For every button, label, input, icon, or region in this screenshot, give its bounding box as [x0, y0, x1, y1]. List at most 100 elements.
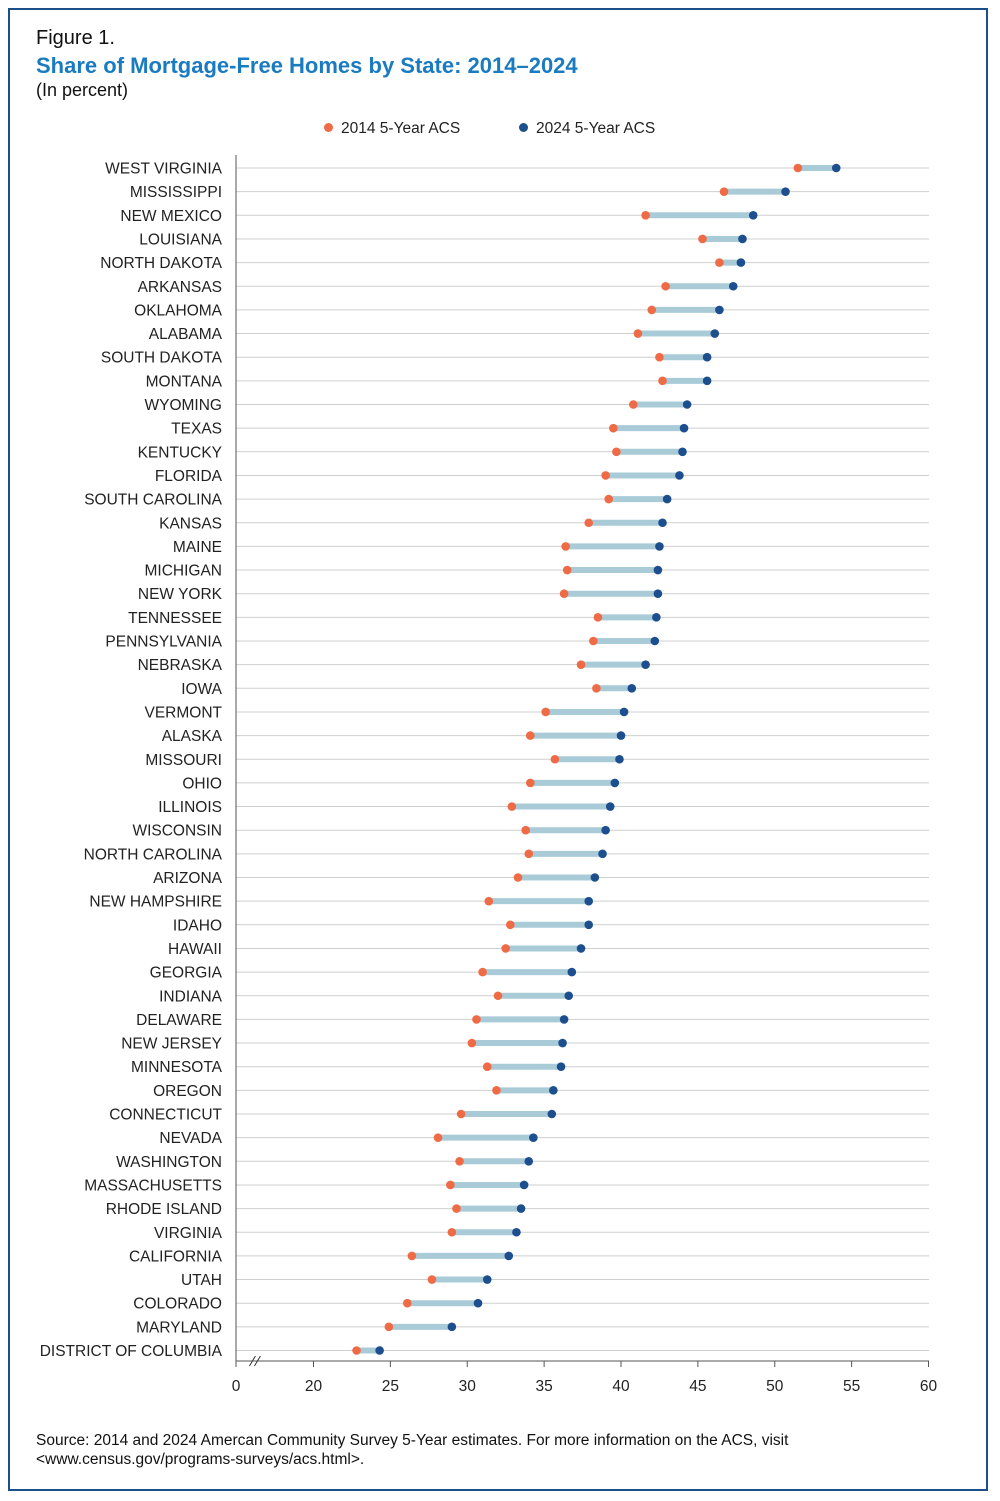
- point-2014: [407, 1251, 417, 1261]
- point-2024: [598, 849, 607, 859]
- point-2014: [715, 258, 724, 267]
- point-2014: [576, 660, 586, 669]
- category-label: NORTH DAKOTA: [100, 255, 222, 272]
- point-2014: [698, 234, 707, 244]
- point-2014: [456, 1109, 466, 1119]
- point-2024: [702, 352, 712, 362]
- point-2014: [467, 1038, 477, 1048]
- x-tick-label: 50: [766, 1378, 784, 1395]
- point-2014: [427, 1275, 437, 1284]
- point-2024: [590, 873, 600, 882]
- category-label: COLORADO: [133, 1296, 222, 1313]
- figure-subtitle: (In percent): [36, 80, 129, 100]
- point-2014: [592, 684, 601, 693]
- point-2014: [478, 967, 487, 977]
- point-2014: [455, 1157, 464, 1166]
- point-2014: [604, 494, 613, 504]
- point-2014: [593, 613, 603, 622]
- category-label: MISSISSIPPI: [130, 184, 222, 201]
- point-2024: [619, 707, 629, 717]
- point-2014: [513, 873, 523, 882]
- point-2014: [521, 825, 530, 835]
- category-label: MASSACHUSETTS: [84, 1177, 222, 1194]
- x-tick-label: 35: [536, 1378, 553, 1395]
- x-tick-label: 25: [382, 1378, 399, 1395]
- point-2024: [567, 967, 577, 977]
- point-2014: [793, 163, 803, 173]
- category-label: OHIO: [182, 775, 222, 792]
- category-label: RHODE ISLAND: [106, 1201, 222, 1218]
- point-2024: [375, 1346, 384, 1355]
- point-2014: [446, 1180, 455, 1190]
- category-label: FLORIDA: [155, 468, 223, 485]
- point-2024: [512, 1227, 521, 1237]
- source-note: Source: 2014 and 2024 Amercan Community …: [36, 1432, 789, 1468]
- point-2014: [433, 1133, 443, 1142]
- x-tick-label: 55: [843, 1378, 860, 1395]
- category-label: NEW YORK: [138, 586, 223, 603]
- legend-label-2014: 2014 5-Year ACS: [341, 120, 461, 137]
- point-2024: [682, 400, 692, 409]
- point-2024: [473, 1298, 483, 1308]
- point-2024: [675, 471, 684, 480]
- category-label: WYOMING: [145, 397, 223, 414]
- point-2024: [519, 1180, 529, 1190]
- legend-swatch-2014: [324, 123, 333, 132]
- point-2024: [482, 1275, 492, 1284]
- figure-frame: [8, 8, 988, 1491]
- category-label: LOUISIANA: [139, 231, 222, 248]
- point-2014: [612, 447, 621, 457]
- point-2024: [710, 329, 720, 338]
- legend-item-2014: 2014 5-Year ACS: [324, 120, 460, 138]
- category-label: SOUTH DAKOTA: [101, 350, 223, 367]
- category-label: VIRGINIA: [154, 1225, 223, 1242]
- point-2024: [559, 1015, 569, 1024]
- point-2014: [647, 305, 657, 315]
- point-2024: [679, 423, 689, 433]
- point-2014: [655, 352, 664, 362]
- point-2014: [492, 1086, 501, 1095]
- point-2024: [781, 187, 790, 196]
- category-label: PENNSYLVANIA: [105, 634, 222, 651]
- category-label: NEW MEXICO: [120, 208, 222, 225]
- point-2014: [484, 896, 494, 906]
- category-label: NEW HAMPSHIRE: [89, 894, 222, 911]
- point-2024: [516, 1204, 526, 1213]
- category-label: CONNECTICUT: [109, 1107, 222, 1124]
- point-2014: [452, 1204, 461, 1213]
- point-2014: [601, 471, 610, 480]
- category-label: ALASKA: [162, 728, 223, 745]
- category-label: KANSAS: [159, 515, 222, 532]
- point-2014: [352, 1346, 361, 1355]
- figure-label: Figure 1.: [36, 27, 115, 49]
- category-label: TENNESSEE: [128, 610, 222, 627]
- legend-label-2024: 2024 5-Year ACS: [536, 120, 656, 137]
- point-2024: [655, 542, 664, 551]
- dumbbell-chart: 0 20 25 30 35 40 45 50 55 60 WEST VIRGINIA MISSISSI…: [40, 155, 938, 1395]
- category-label: ARIZONA: [153, 870, 223, 887]
- category-label: INDIANA: [159, 988, 223, 1005]
- category-label: MAINE: [173, 539, 222, 556]
- point-2024: [605, 802, 615, 811]
- category-label: IDAHO: [173, 917, 222, 934]
- point-2024: [615, 754, 624, 764]
- point-2024: [584, 896, 594, 906]
- point-2014: [550, 754, 560, 764]
- point-2014: [524, 849, 534, 859]
- category-label: MARYLAND: [136, 1319, 222, 1336]
- x-tick-label: 40: [612, 1378, 630, 1395]
- category-label: MICHIGAN: [145, 563, 223, 580]
- category-label: DELAWARE: [136, 1012, 222, 1029]
- point-2024: [610, 778, 620, 788]
- point-2024: [504, 1251, 514, 1261]
- point-2024: [558, 1038, 567, 1048]
- point-2014: [525, 778, 535, 788]
- point-2024: [728, 281, 738, 291]
- point-2024: [564, 991, 574, 1001]
- category-label: ARKANSAS: [138, 279, 222, 296]
- point-2014: [658, 376, 667, 386]
- point-2014: [562, 565, 572, 575]
- x-tick-label: 60: [920, 1378, 938, 1395]
- point-2024: [616, 731, 626, 740]
- point-2014: [506, 920, 515, 930]
